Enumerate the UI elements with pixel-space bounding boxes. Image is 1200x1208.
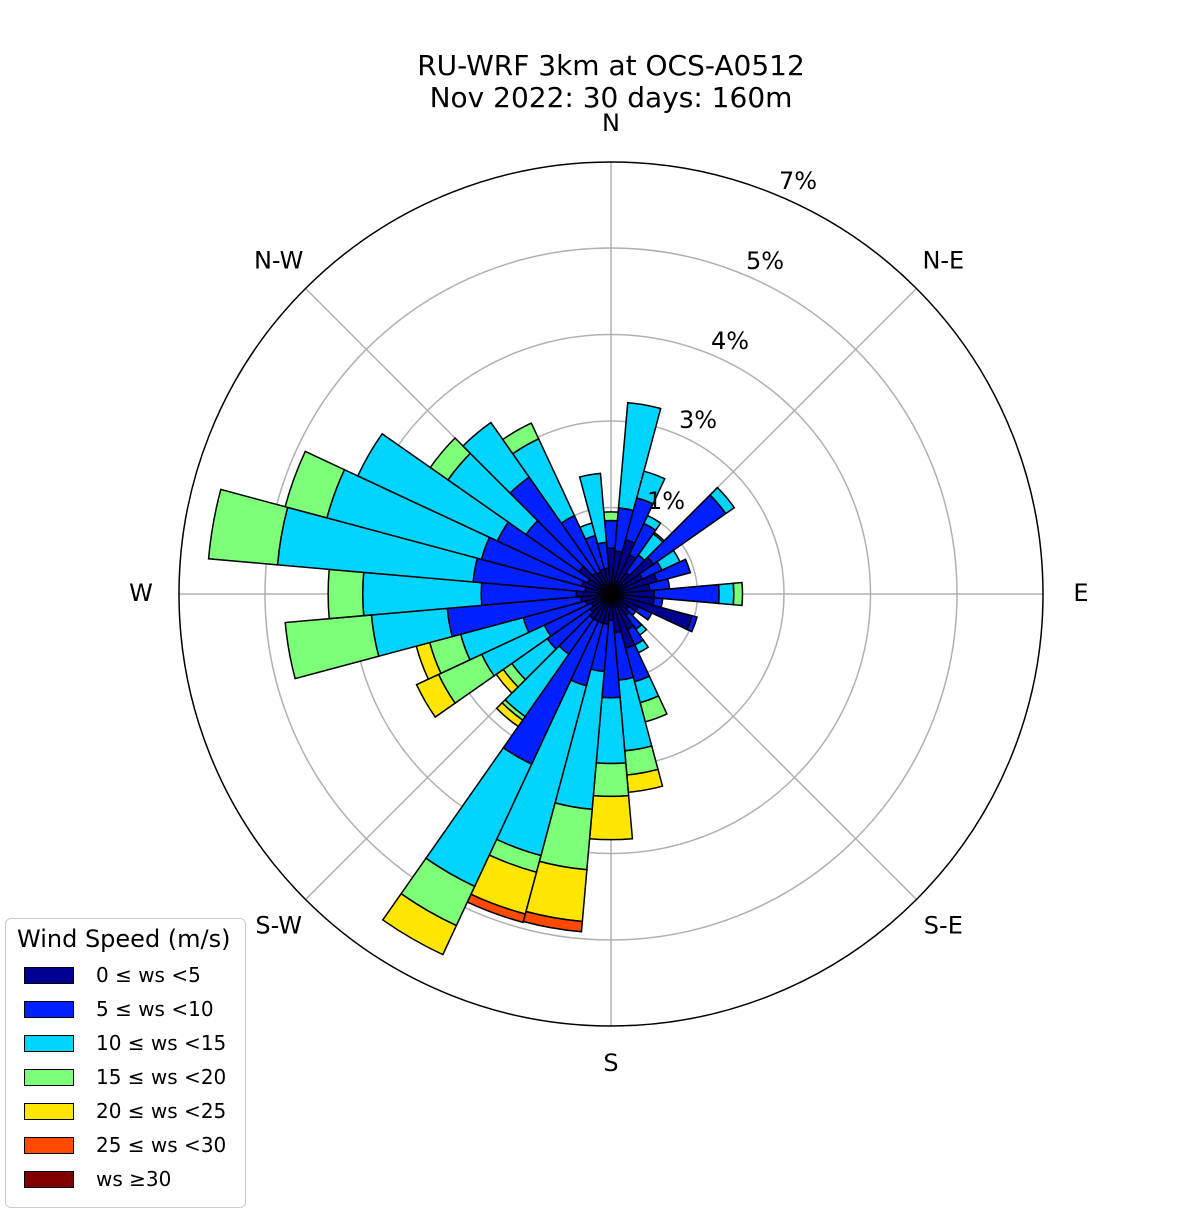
wind-bar-segment — [593, 763, 628, 797]
legend-swatch — [24, 1103, 74, 1120]
legend-label: 25 ≤ ws <30 — [96, 1133, 226, 1157]
direction-label: S-W — [255, 911, 302, 939]
radial-label: 7% — [779, 167, 817, 195]
radial-label: 4% — [711, 327, 749, 355]
radial-label: 3% — [679, 406, 717, 434]
radial-label: 1% — [647, 487, 685, 515]
legend-swatch — [24, 967, 74, 984]
legend-swatch — [24, 1137, 74, 1154]
wind-bars — [209, 403, 743, 955]
wind-bar-segment — [590, 796, 633, 840]
direction-label: E — [1073, 579, 1088, 607]
wind-bar-segment — [604, 512, 618, 521]
legend-swatch — [24, 1069, 74, 1086]
direction-label: S — [603, 1049, 618, 1077]
wind-bar-segment — [209, 489, 288, 564]
radial-label: 5% — [746, 247, 784, 275]
direction-label: W — [129, 579, 153, 607]
legend-swatch — [24, 1035, 74, 1052]
wind-bar-segment — [719, 583, 734, 604]
chart-title: RU-WRF 3km at OCS-A0512 — [417, 49, 805, 82]
legend-swatch — [24, 1171, 74, 1188]
legend-label: ws ≥30 — [96, 1167, 171, 1191]
grid-spoke — [611, 594, 916, 899]
wind-bar-segment — [285, 615, 378, 679]
direction-label: S-E — [924, 911, 963, 939]
legend: Wind Speed (m/s) 0 ≤ ws <5 5 ≤ ws <10 10 ≤… — [5, 918, 246, 1208]
legend-title: Wind Speed (m/s) — [17, 925, 231, 953]
legend-label: 0 ≤ ws <5 — [96, 963, 201, 987]
legend-label: 5 ≤ ws <10 — [96, 997, 214, 1021]
direction-label: N — [602, 109, 620, 137]
legend-label: 20 ≤ ws <25 — [96, 1099, 226, 1123]
wind-bar-segment — [328, 569, 364, 618]
wind-bar-segment — [733, 583, 742, 606]
direction-label: N-W — [254, 247, 303, 275]
legend-label: 15 ≤ ws <20 — [96, 1065, 226, 1089]
legend-label: 10 ≤ ws <15 — [96, 1031, 226, 1055]
direction-label: N-E — [922, 247, 964, 275]
legend-swatch — [24, 1001, 74, 1018]
